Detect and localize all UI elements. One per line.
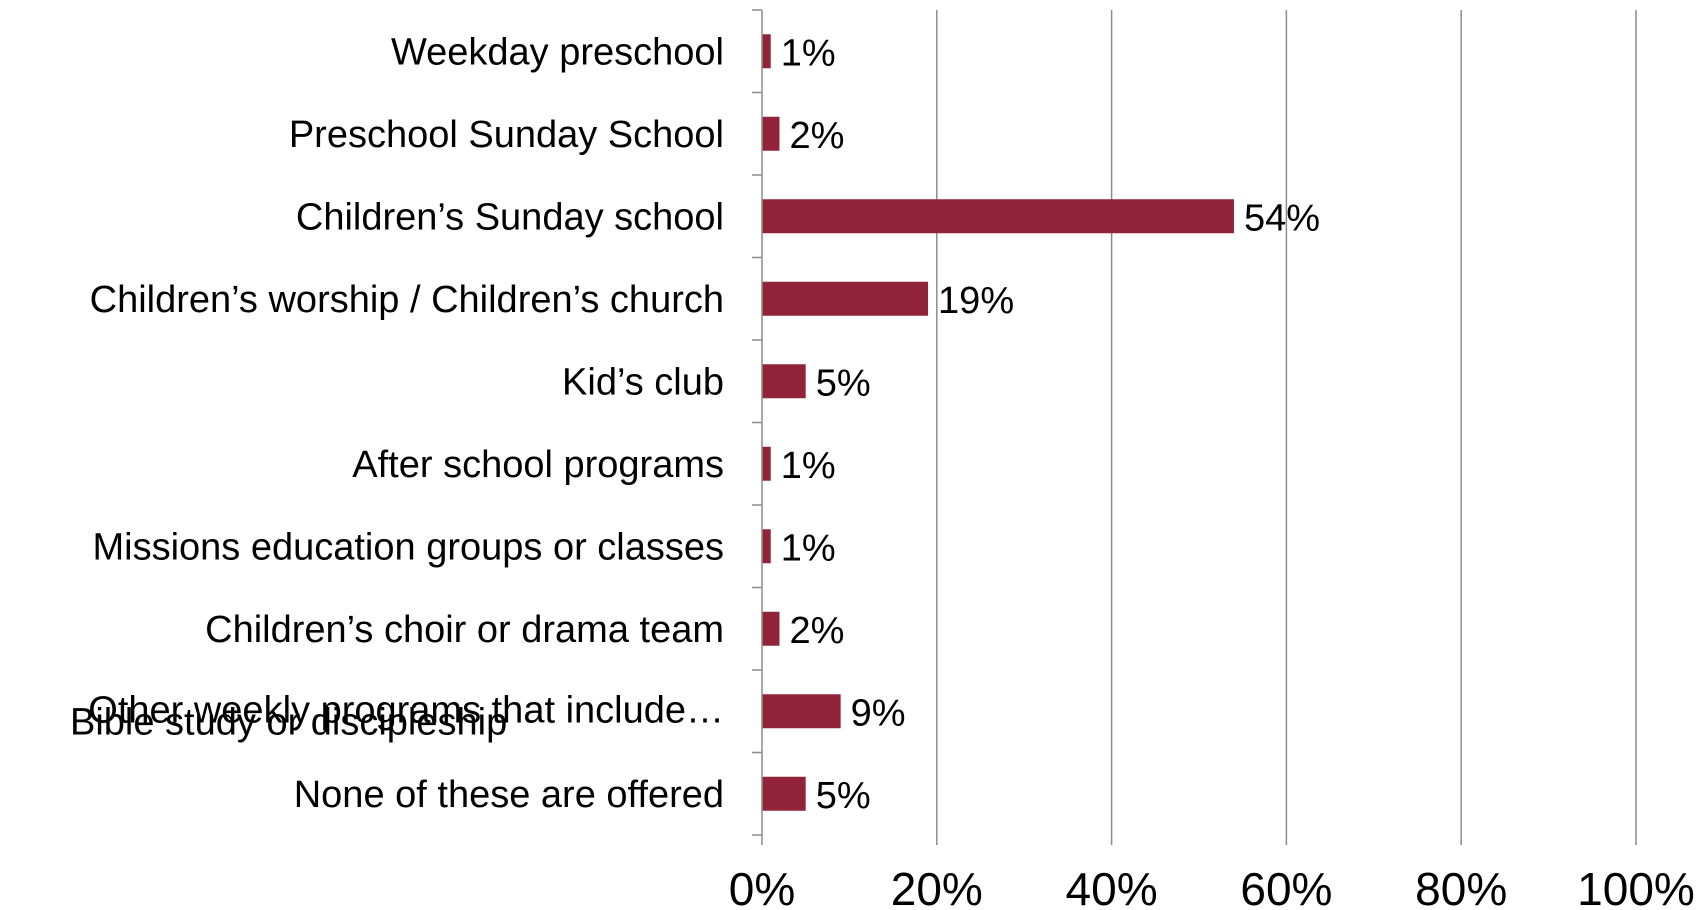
x-tick-label: 0% [729, 863, 795, 910]
bar [762, 611, 780, 646]
x-tick-label: 40% [1066, 863, 1158, 910]
value-label: 9% [851, 692, 906, 734]
gridlines [761, 10, 1637, 845]
category-labels: Weekday preschool Preschool Sunday School… [70, 31, 724, 816]
category-label: Other weekly programs that include… [88, 689, 724, 731]
category-label: After school programs [352, 444, 724, 486]
bar [762, 281, 929, 316]
category-label: Preschool Sunday School [289, 114, 724, 156]
x-tick-label: 100% [1577, 863, 1695, 910]
category-label: Weekday preschool [391, 31, 724, 73]
category-label-overflow: Bible study or discipleship [70, 701, 507, 743]
value-label: 2% [789, 115, 844, 157]
category-label: Children’s Sunday school [296, 196, 724, 238]
x-tick-label: 20% [891, 863, 983, 910]
value-label: 1% [781, 32, 836, 74]
bar [762, 34, 771, 69]
category-label: Kid’s club [562, 361, 724, 403]
value-label: 1% [781, 527, 836, 569]
bar [762, 364, 806, 399]
x-tick-label: 80% [1415, 863, 1507, 910]
y-axis [752, 9, 763, 836]
x-tick-label: 60% [1240, 863, 1332, 910]
category-label: Children’s choir or drama team [205, 609, 724, 651]
value-label: 5% [816, 362, 871, 404]
value-label: 5% [816, 775, 871, 817]
value-label: 19% [938, 280, 1014, 322]
value-label: 2% [789, 610, 844, 652]
bar [762, 446, 771, 481]
bar [762, 776, 806, 811]
value-label: 1% [781, 445, 836, 487]
x-tick-labels: 0% 20% 40% 60% 80% 100% [729, 863, 1695, 910]
value-label: 54% [1244, 197, 1320, 239]
bar [762, 694, 841, 729]
category-label: Missions education groups or classes [92, 526, 724, 568]
value-labels: 1%2%54%19%5%1%1%2%9%5% [781, 32, 1320, 817]
bars [762, 34, 1234, 811]
bar [762, 199, 1234, 234]
bar [762, 116, 780, 151]
category-label: None of these are offered [294, 774, 724, 816]
bar [762, 529, 771, 564]
category-label: Children’s worship / Children’s church [90, 279, 724, 321]
